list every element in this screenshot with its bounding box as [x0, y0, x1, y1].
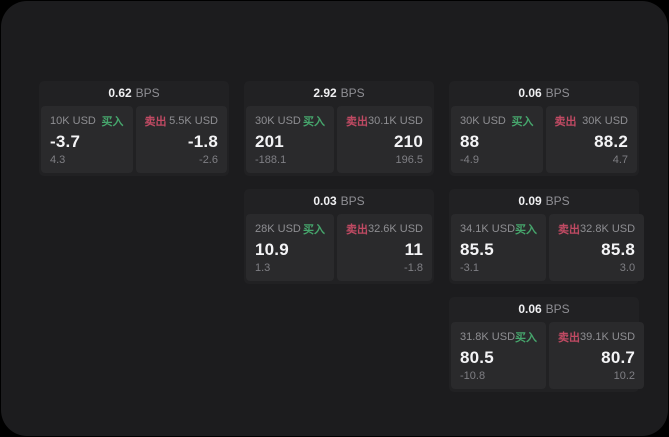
buy-delta: -4.9: [460, 154, 479, 166]
quote-panels: 31.8K USD 买入 80.5 -10.8 卖出 39.1K USD 80.…: [449, 322, 645, 392]
buy-side-label: 买入: [511, 116, 534, 128]
bps-unit-label: BPS: [340, 194, 365, 208]
bps-unit-label: BPS: [135, 86, 160, 100]
sell-panel[interactable]: 卖出 32.6K USD 11 -1.8: [336, 214, 432, 281]
bps-value: 0.03: [313, 194, 337, 208]
sell-delta: 4.7: [612, 154, 628, 166]
sell-delta: 3.0: [619, 262, 636, 274]
quote-card: 0.06 BPS 31.8K USD 买入 80.5 -10.8 卖出 39.1K…: [449, 297, 645, 392]
card-header: 0.09 BPS: [449, 189, 639, 214]
bps-unit-label: BPS: [545, 86, 570, 100]
buy-panel[interactable]: 10K USD 买入 -3.7 4.3: [41, 106, 133, 173]
card-header: 0.06 BPS: [449, 297, 639, 322]
sell-price: -1.8: [187, 131, 218, 151]
bps-value: 0.62: [108, 86, 132, 100]
buy-notional: 28K USD: [255, 223, 301, 235]
buy-notional: 30K USD: [460, 115, 506, 127]
sell-side-label: 卖出: [554, 116, 577, 128]
sell-notional: 30.1K USD: [367, 115, 423, 127]
quote-panels: 28K USD 买入 10.9 1.3 卖出 32.6K USD 11 -1.8: [244, 214, 434, 284]
sell-panel[interactable]: 卖出 32.8K USD 85.8 3.0: [549, 214, 645, 281]
bps-unit-label: BPS: [545, 302, 570, 316]
buy-delta: 1.3: [255, 262, 271, 274]
sell-notional: 5.5K USD: [169, 115, 218, 127]
sell-price: 80.7: [601, 347, 636, 367]
buy-price: 88: [460, 131, 480, 151]
bps-value: 0.06: [518, 86, 542, 100]
buy-delta: -188.1: [255, 154, 287, 166]
sell-price: 210: [394, 131, 423, 151]
bps-unit-label: BPS: [545, 194, 570, 208]
sell-side-label: 卖出: [345, 116, 368, 128]
sell-delta: 196.5: [395, 154, 423, 166]
card-header: 0.03 BPS: [244, 189, 434, 214]
quote-card: 0.03 BPS 28K USD 买入 10.9 1.3 卖出 32.6K USD…: [244, 189, 434, 284]
quote-panels: 10K USD 买入 -3.7 4.3 卖出 5.5K USD -1.8 -2.…: [39, 106, 229, 176]
card-header: 0.06 BPS: [449, 81, 639, 106]
bps-unit-label: BPS: [340, 86, 365, 100]
sell-side-label: 卖出: [345, 224, 368, 236]
sell-price: 88.2: [594, 131, 628, 151]
buy-notional: 10K USD: [50, 115, 96, 127]
sell-price: 85.8: [601, 239, 636, 259]
buy-side-label: 买入: [515, 332, 538, 344]
quote-card: 0.62 BPS 10K USD 买入 -3.7 4.3 卖出 5.5K USD …: [39, 81, 229, 176]
sell-panel[interactable]: 卖出 30K USD 88.2 4.7: [545, 106, 637, 173]
sell-side-label: 卖出: [144, 116, 167, 128]
buy-side-label: 买入: [515, 224, 538, 236]
sell-panel[interactable]: 卖出 30.1K USD 210 196.5: [336, 106, 432, 173]
bps-value: 2.92: [313, 86, 337, 100]
buy-panel[interactable]: 30K USD 买入 201 -188.1: [246, 106, 334, 173]
sell-delta: -1.8: [404, 262, 423, 274]
sell-side-label: 卖出: [558, 224, 581, 236]
buy-panel[interactable]: 34.1K USD 买入 85.5 -3.1: [451, 214, 547, 281]
buy-side-label: 买入: [302, 224, 325, 236]
quote-panels: 30K USD 买入 201 -188.1 卖出 30.1K USD 210 1…: [244, 106, 434, 176]
buy-notional: 31.8K USD: [460, 331, 516, 343]
buy-panel[interactable]: 28K USD 买入 10.9 1.3: [246, 214, 334, 281]
sell-notional: 39.1K USD: [580, 331, 636, 343]
quote-card: 0.06 BPS 30K USD 买入 88 -4.9 卖出 30K USD 88…: [449, 81, 639, 176]
sell-notional: 32.8K USD: [580, 223, 636, 235]
bps-value: 0.06: [518, 302, 542, 316]
sell-delta: 10.2: [613, 370, 636, 382]
sell-panel[interactable]: 卖出 39.1K USD 80.7 10.2: [549, 322, 645, 389]
buy-delta: -10.8: [460, 370, 486, 382]
sell-notional: 30K USD: [582, 115, 628, 127]
sell-panel[interactable]: 卖出 5.5K USD -1.8 -2.6: [135, 106, 227, 173]
buy-side-label: 买入: [302, 116, 325, 128]
buy-panel[interactable]: 30K USD 买入 88 -4.9: [451, 106, 543, 173]
card-header: 0.62 BPS: [39, 81, 229, 106]
quote-panels: 34.1K USD 买入 85.5 -3.1 卖出 32.8K USD 85.8…: [449, 214, 645, 284]
quote-card: 2.92 BPS 30K USD 买入 201 -188.1 卖出 30.1K U…: [244, 81, 434, 176]
quote-card: 0.09 BPS 34.1K USD 买入 85.5 -3.1 卖出 32.8K …: [449, 189, 645, 284]
sell-side-label: 卖出: [558, 332, 581, 344]
quote-panels: 30K USD 买入 88 -4.9 卖出 30K USD 88.2 4.7: [449, 106, 639, 176]
buy-price: 10.9: [255, 239, 289, 259]
buy-notional: 34.1K USD: [460, 223, 516, 235]
sell-price: 11: [404, 239, 423, 259]
buy-side-label: 买入: [101, 116, 124, 128]
buy-notional: 30K USD: [255, 115, 301, 127]
buy-panel[interactable]: 31.8K USD 买入 80.5 -10.8: [451, 322, 547, 389]
buy-price: 201: [255, 131, 284, 151]
buy-price: -3.7: [50, 131, 81, 151]
card-header: 2.92 BPS: [244, 81, 434, 106]
bps-value: 0.09: [518, 194, 542, 208]
buy-price: 80.5: [460, 347, 494, 367]
buy-price: 85.5: [460, 239, 494, 259]
sell-notional: 32.6K USD: [367, 223, 423, 235]
buy-delta: 4.3: [50, 154, 66, 166]
sell-delta: -2.6: [199, 154, 218, 166]
buy-delta: -3.1: [460, 262, 479, 274]
